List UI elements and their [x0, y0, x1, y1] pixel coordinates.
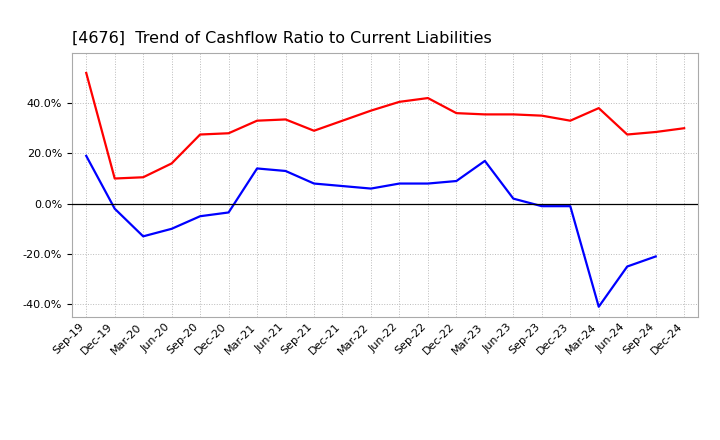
Operating CF to Current Liabilities [452, 110, 461, 116]
Operating CF to Current Liabilities [623, 132, 631, 137]
Operating CF to Current Liabilities [652, 129, 660, 135]
Free CF to Current Liabilities [82, 153, 91, 158]
Operating CF to Current Liabilities [282, 117, 290, 122]
Free CF to Current Liabilities [225, 210, 233, 215]
Free CF to Current Liabilities [110, 206, 119, 211]
Line: Free CF to Current Liabilities: Free CF to Current Liabilities [86, 156, 656, 307]
Free CF to Current Liabilities [196, 213, 204, 219]
Free CF to Current Liabilities [167, 226, 176, 231]
Operating CF to Current Liabilities [395, 99, 404, 104]
Free CF to Current Liabilities [537, 204, 546, 209]
Text: [4676]  Trend of Cashflow Ratio to Current Liabilities: [4676] Trend of Cashflow Ratio to Curren… [72, 31, 492, 46]
Operating CF to Current Liabilities [423, 95, 432, 101]
Operating CF to Current Liabilities [509, 112, 518, 117]
Free CF to Current Liabilities [652, 254, 660, 259]
Free CF to Current Liabilities [480, 158, 489, 164]
Free CF to Current Liabilities [338, 183, 347, 189]
Free CF to Current Liabilities [395, 181, 404, 186]
Free CF to Current Liabilities [310, 181, 318, 186]
Free CF to Current Liabilities [595, 304, 603, 309]
Operating CF to Current Liabilities [225, 131, 233, 136]
Operating CF to Current Liabilities [595, 106, 603, 111]
Free CF to Current Liabilities [452, 178, 461, 183]
Free CF to Current Liabilities [253, 166, 261, 171]
Operating CF to Current Liabilities [680, 125, 688, 131]
Line: Operating CF to Current Liabilities: Operating CF to Current Liabilities [86, 73, 684, 179]
Free CF to Current Liabilities [623, 264, 631, 269]
Free CF to Current Liabilities [566, 204, 575, 209]
Free CF to Current Liabilities [139, 234, 148, 239]
Operating CF to Current Liabilities [139, 175, 148, 180]
Free CF to Current Liabilities [423, 181, 432, 186]
Operating CF to Current Liabilities [338, 118, 347, 123]
Operating CF to Current Liabilities [566, 118, 575, 123]
Operating CF to Current Liabilities [366, 108, 375, 113]
Operating CF to Current Liabilities [480, 112, 489, 117]
Operating CF to Current Liabilities [253, 118, 261, 123]
Free CF to Current Liabilities [366, 186, 375, 191]
Operating CF to Current Liabilities [537, 113, 546, 118]
Operating CF to Current Liabilities [82, 70, 91, 76]
Operating CF to Current Liabilities [167, 161, 176, 166]
Operating CF to Current Liabilities [196, 132, 204, 137]
Operating CF to Current Liabilities [110, 176, 119, 181]
Free CF to Current Liabilities [509, 196, 518, 201]
Free CF to Current Liabilities [282, 169, 290, 174]
Operating CF to Current Liabilities [310, 128, 318, 133]
